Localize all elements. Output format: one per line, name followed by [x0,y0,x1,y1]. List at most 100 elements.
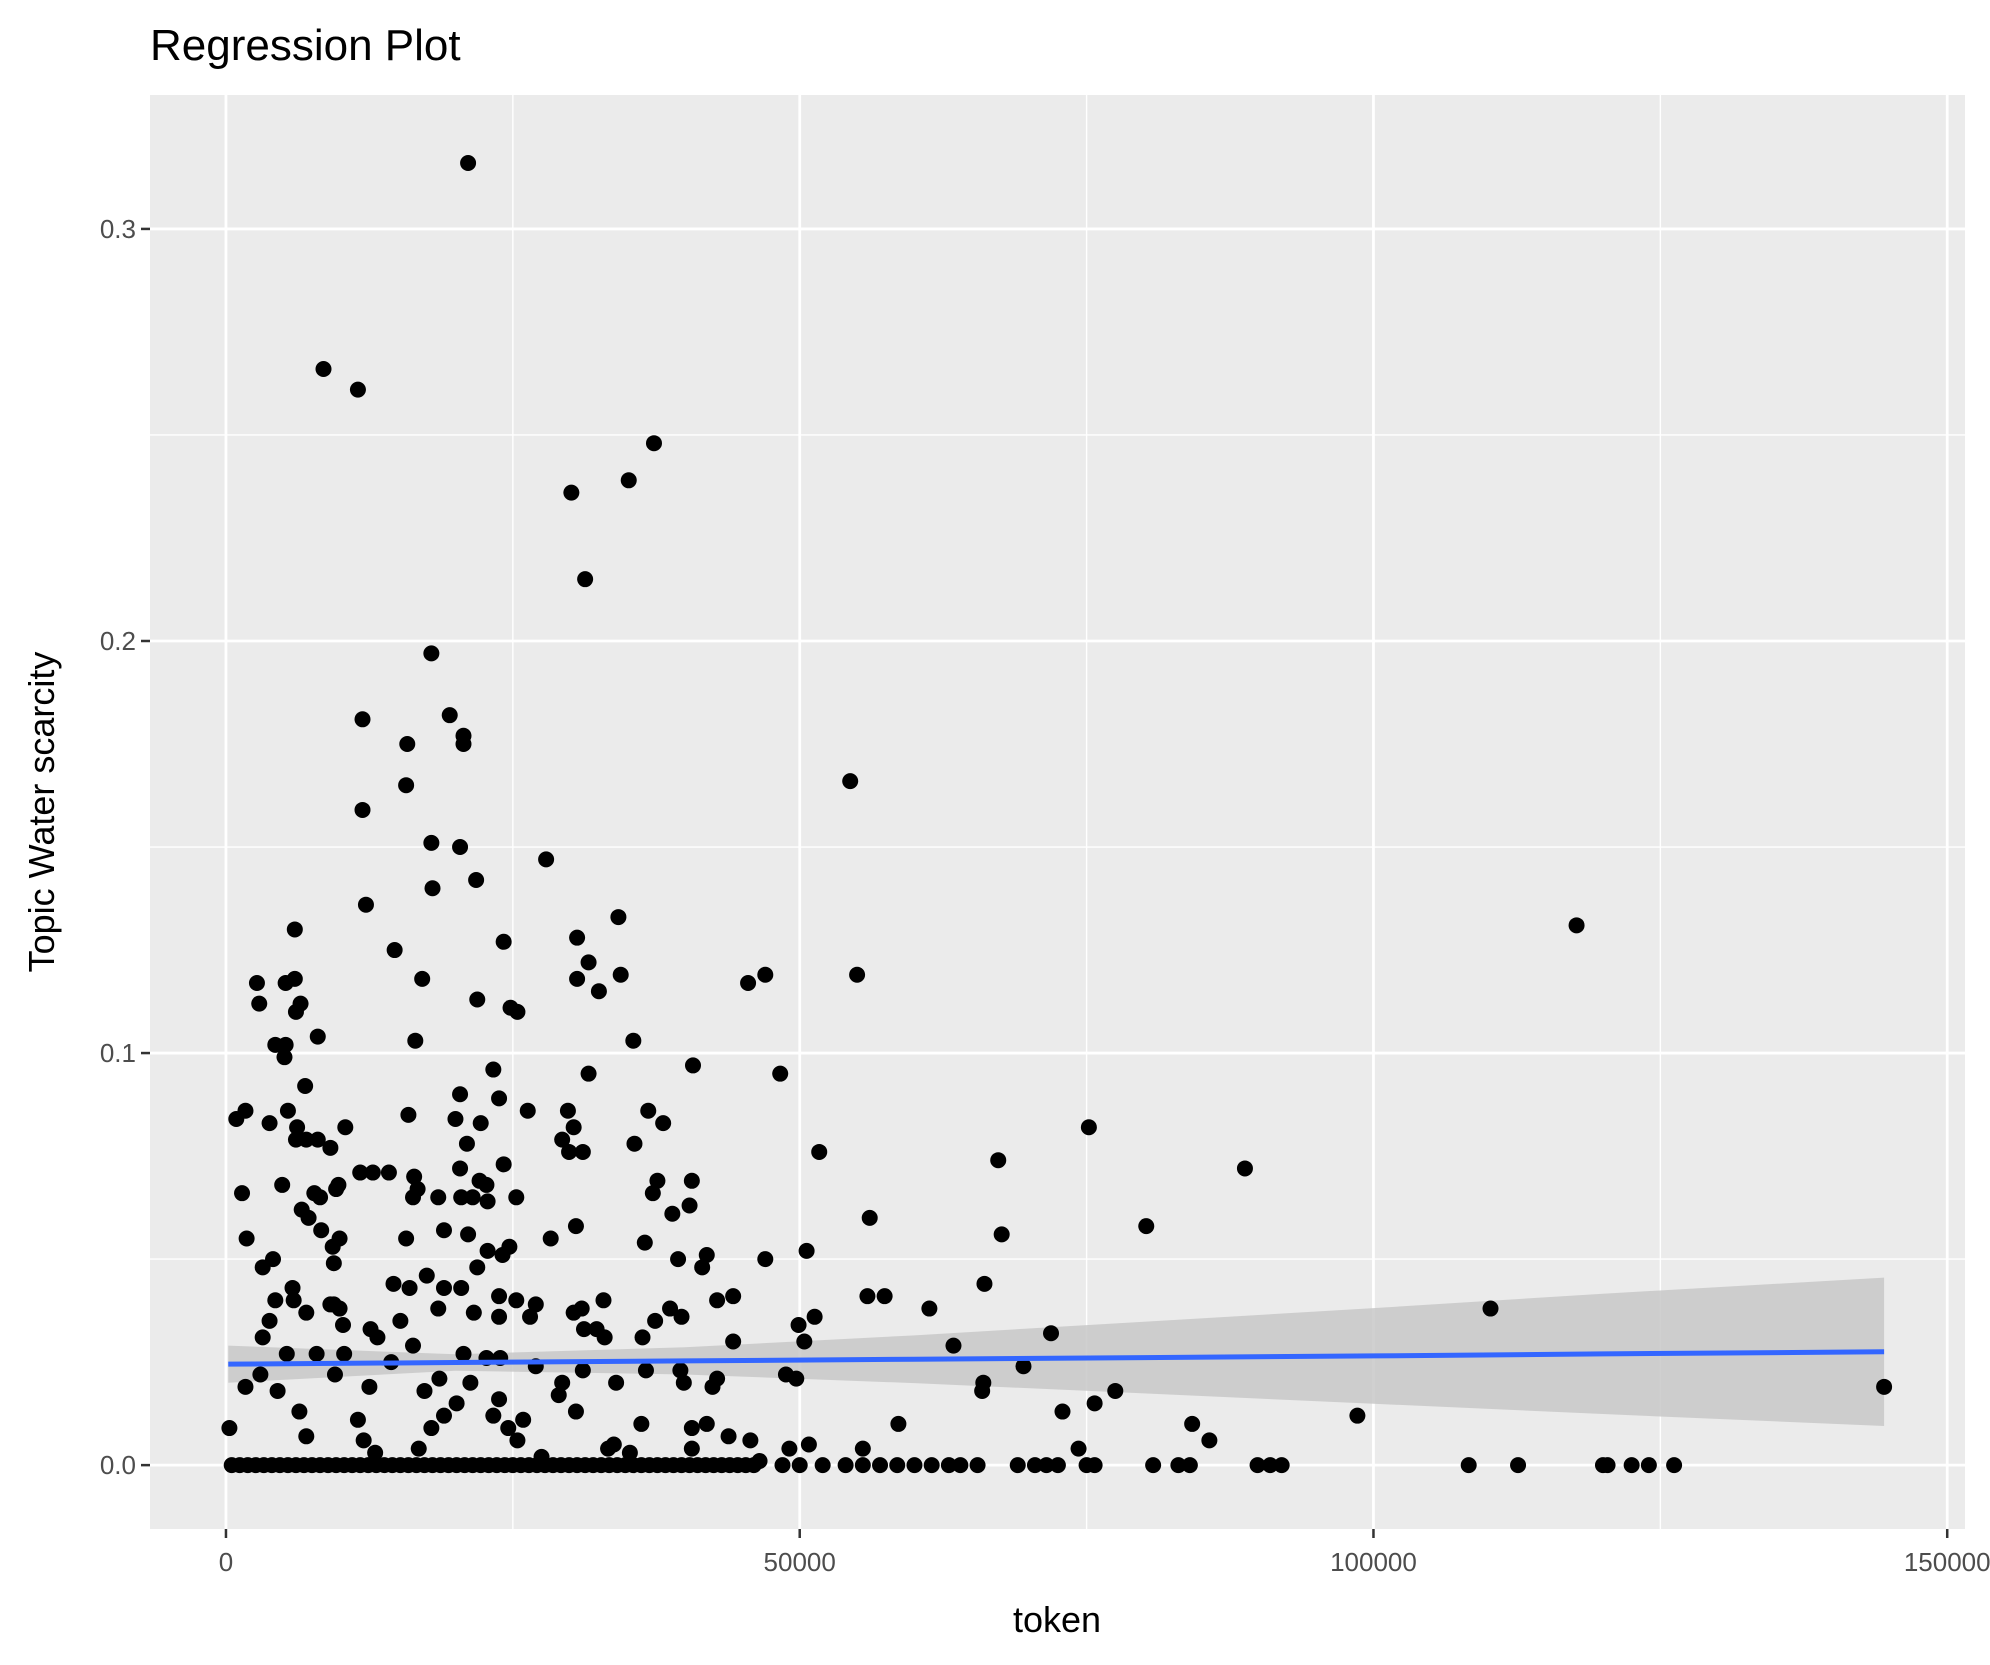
data-point [561,1143,578,1160]
data-point [416,1382,433,1399]
data-point [757,966,774,983]
data-point [352,1164,369,1181]
data-point [448,1395,465,1412]
data-point [923,1457,940,1474]
data-point [1086,1395,1103,1412]
data-point [286,921,303,938]
data-point [452,1160,469,1177]
axes: 0 50000 100000 150000 0.0 0.1 0.2 0.3 [100,214,1990,1577]
data-point [289,1119,306,1136]
data-point [993,1226,1010,1243]
data-point [527,1296,544,1313]
data-point [814,1457,831,1474]
data-point [626,1135,643,1152]
regression-line [228,1349,1885,1367]
data-point [647,1312,664,1329]
data-point [649,1172,666,1189]
data-point [854,1457,871,1474]
data-point [515,1411,532,1428]
data-point [380,1164,397,1181]
data-point [1482,1300,1499,1317]
data-point [1460,1457,1477,1474]
data-point [277,1036,294,1053]
data-point [322,1139,339,1156]
data-point [519,1102,536,1119]
data-point [398,1230,415,1247]
data-point [355,1432,372,1449]
data-point [460,1226,477,1243]
data-point [575,1321,592,1338]
data-point [683,1172,700,1189]
data-point [772,1065,789,1082]
data-point [430,1300,447,1317]
data-point [590,983,607,1000]
data-point [335,1317,352,1334]
data-point [1184,1415,1201,1432]
regression-line-group [228,1349,1885,1367]
chart-title: Regression Plot [150,21,461,70]
data-point [385,1275,402,1292]
data-point [876,1288,893,1305]
data-point [751,1453,768,1470]
data-point [508,1292,525,1309]
data-point [1249,1457,1266,1474]
data-point [398,777,415,794]
data-point [465,1304,482,1321]
data-point [1510,1457,1527,1474]
data-point [297,1078,314,1095]
data-point [644,1185,661,1202]
data-point [683,1440,700,1457]
data-point [354,711,371,728]
data-point [837,1457,854,1474]
data-point [386,942,403,959]
data-point [508,1189,525,1206]
data-point [405,1189,422,1206]
data-point [720,1428,737,1445]
data-point [788,1370,805,1387]
data-point [554,1131,571,1148]
data-point [279,1102,296,1119]
data-point [694,1259,711,1276]
data-point [435,1279,452,1296]
data-point [406,1168,423,1185]
data-point [298,1428,315,1445]
data-point [596,1329,613,1346]
data-point [952,1457,969,1474]
y-tick-label: 0.0 [100,1450,136,1480]
data-point [324,1238,341,1255]
data-point [1201,1432,1218,1449]
data-point [1273,1457,1290,1474]
data-point [640,1102,657,1119]
data-point [574,1362,591,1379]
data-point [331,1300,348,1317]
data-point [491,1090,508,1107]
data-point [550,1387,567,1404]
data-point [990,1152,1007,1169]
data-point [1070,1440,1087,1457]
data-point [655,1115,672,1132]
data-point [267,1292,284,1309]
data-point [491,1288,508,1305]
data-point [842,773,859,790]
data-point [740,975,757,992]
data-point [1599,1457,1616,1474]
data-point [399,736,416,753]
data-point [278,1345,295,1362]
data-point [670,1251,687,1268]
data-point [569,929,586,946]
data-point [798,1242,815,1259]
data-point [238,1230,255,1247]
data-points [221,154,1893,1474]
data-point [251,995,268,1012]
data-point [491,1308,508,1325]
data-point [452,839,469,856]
data-point [326,1366,343,1383]
data-point [637,1362,654,1379]
data-point [684,1057,701,1074]
data-point [298,1304,315,1321]
data-point [1038,1457,1055,1474]
data-point [392,1312,409,1329]
data-point [308,1345,325,1362]
data-point [495,933,512,950]
data-point [491,1391,508,1408]
